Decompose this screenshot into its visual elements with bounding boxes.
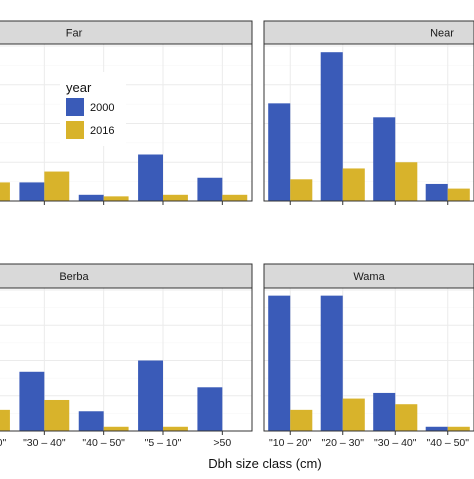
bar-2016: [0, 409, 10, 431]
bar-2016: [395, 404, 418, 431]
bar-2000: [320, 295, 343, 431]
bar-2000: [19, 182, 45, 201]
legend-label: 2016: [90, 125, 114, 137]
panel-background: [264, 288, 474, 431]
bar-2016: [395, 162, 418, 201]
bar-2016: [163, 194, 188, 201]
bar-2000: [373, 392, 396, 431]
facet-strip: [0, 263, 253, 289]
bar-2000: [425, 426, 448, 431]
bar-2016: [342, 398, 365, 431]
bar-2016: [44, 399, 70, 431]
x-tick-label: "5 – 10": [145, 437, 182, 449]
bar-2000: [320, 52, 343, 202]
facet-strip-label: Far: [66, 28, 83, 40]
x-tick-label: "30 – 40": [23, 437, 66, 449]
bar-2016: [103, 196, 129, 201]
bar-2000: [268, 295, 291, 431]
bar-2000: [19, 371, 45, 431]
panel-border: [263, 287, 474, 432]
facet-strip: [0, 20, 253, 45]
bar-2000: [197, 177, 223, 201]
bar-2016: [290, 179, 313, 201]
x-tick-label: "10 – 20": [269, 437, 312, 449]
x-tick-label: "20 – 30": [322, 437, 365, 449]
bar-2000: [78, 194, 104, 201]
bar-2000: [78, 411, 104, 431]
bar-2016: [290, 409, 313, 431]
facet-strip-label: Berba: [59, 271, 89, 283]
panel-border: [0, 43, 253, 202]
panel-background: [264, 44, 474, 201]
bar-2016: [447, 188, 470, 201]
facet-strip-label: Wama: [353, 271, 385, 283]
bar-2016: [447, 426, 470, 431]
x-tick-label: "20 – 30": [0, 437, 7, 449]
facet-strip-label: Near: [430, 28, 454, 40]
legend-label: 2000: [90, 102, 114, 114]
facet-panel-berba: Berba"10 – 20""20 – 30""30 – 40""40 – 50…: [0, 263, 253, 449]
bar-2016: [222, 194, 248, 201]
bar-2016: [44, 171, 70, 201]
panel-border: [0, 287, 253, 432]
bar-2000: [138, 360, 163, 431]
bar-2016: [0, 182, 10, 201]
bar-2000: [425, 183, 448, 201]
legend: year 2000 2016: [60, 72, 126, 146]
x-axis-title: Dbh size class (cm): [208, 456, 321, 471]
facet-strip: [263, 263, 474, 289]
bar-2000: [373, 117, 396, 201]
panel-border: [263, 43, 474, 202]
x-tick-label: "40 – 50": [82, 437, 125, 449]
x-tick-label: "40 – 50": [427, 437, 470, 449]
bar-2016: [342, 168, 365, 201]
bar-2016: [103, 426, 129, 431]
facet-panel-wama: Wama "10 – 20" "20 – 30" "30 – 40" "40 – 50": [263, 263, 474, 449]
x-tick-label: >50: [213, 437, 231, 449]
legend-title: year: [66, 80, 92, 95]
bar-2000: [197, 387, 223, 431]
facet-panel-near: Near: [263, 20, 474, 205]
bar-2000: [268, 103, 291, 201]
x-tick-label: "30 – 40": [374, 437, 417, 449]
legend-swatch-2000: [66, 98, 84, 116]
legend-swatch-2016: [66, 121, 84, 139]
bar-2000: [138, 154, 163, 201]
bar-2016: [163, 426, 188, 431]
